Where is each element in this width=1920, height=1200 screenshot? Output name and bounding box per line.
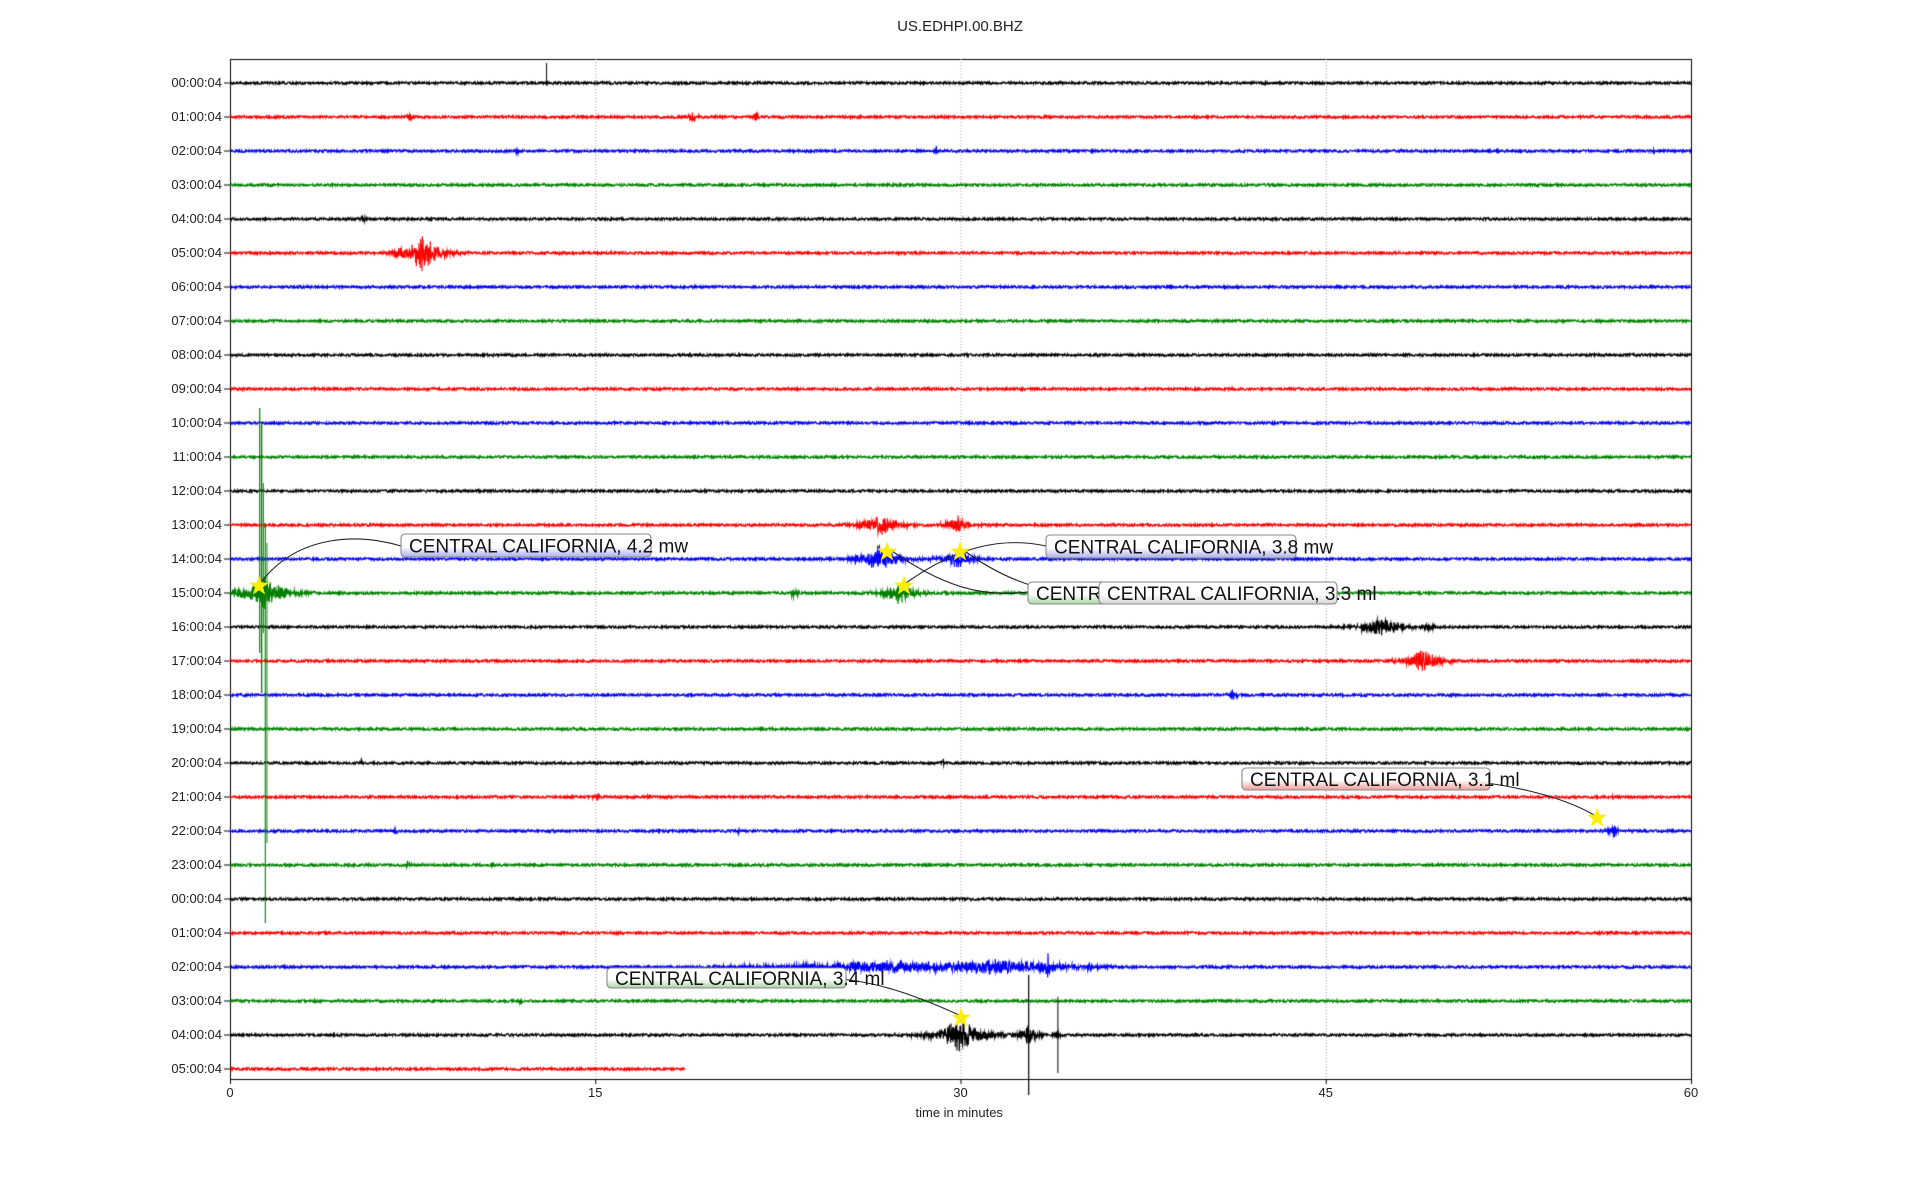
svg-text:CENTRAL CALIFORNIA, 4.2 mw: CENTRAL CALIFORNIA, 4.2 mw xyxy=(409,537,688,558)
svg-text:CENTRAL CALIFORNIA, 3.1 ml: CENTRAL CALIFORNIA, 3.1 ml xyxy=(1250,770,1520,791)
svg-text:CENTRAL CALIFORNIA, 3.8 mw: CENTRAL CALIFORNIA, 3.8 mw xyxy=(1054,538,1333,559)
svg-text:CENTRAL CALIFORNIA, 3.3 ml: CENTRAL CALIFORNIA, 3.3 ml xyxy=(1107,584,1377,605)
svg-text:CENTRAL CALIFORNIA, 3.4 ml: CENTRAL CALIFORNIA, 3.4 ml xyxy=(615,969,885,990)
